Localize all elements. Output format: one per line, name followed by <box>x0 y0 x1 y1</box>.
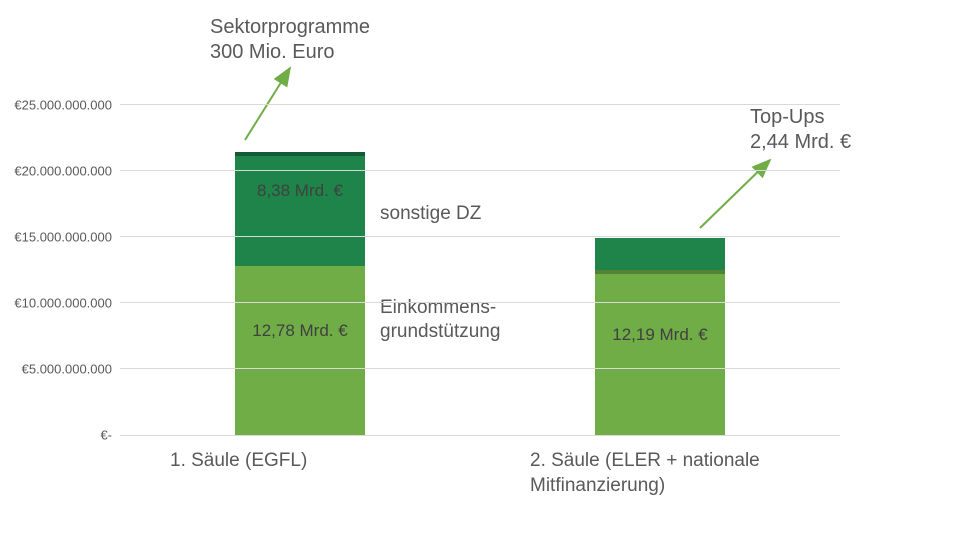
bar-segment-top-ups <box>595 238 725 270</box>
bar-segment-label: 12,78 Mrd. € <box>235 321 365 341</box>
y-axis-tick-label: €10.000.000.000 <box>14 296 120 311</box>
annotation-sektorprogramme: Sektorprogramme 300 Mio. Euro <box>210 15 370 65</box>
y-axis-tick-label: €25.000.000.000 <box>14 98 120 113</box>
bar-segment-label: 12,19 Mrd. € <box>595 325 725 345</box>
annotation-sektorprogramme-line2: 300 Mio. Euro <box>210 41 335 63</box>
y-axis-tick-label: €5.000.000.000 <box>22 362 120 377</box>
bars-layer: 12,78 Mrd. € 8,38 Mrd. € 12,19 Mrd. € <box>120 105 840 435</box>
bar-1: 12,78 Mrd. € 8,38 Mrd. € <box>235 152 365 435</box>
gridline <box>120 170 840 171</box>
chart-stage: Sektorprogramme 300 Mio. Euro Top-Ups 2,… <box>0 0 960 540</box>
bar-segment-sonstige-dz <box>235 156 365 267</box>
bar-2: 12,19 Mrd. € <box>595 238 725 435</box>
gridline <box>120 368 840 369</box>
gridline <box>120 302 840 303</box>
gridline <box>120 104 840 105</box>
bar-segment-sektorprogramme <box>235 152 365 156</box>
bar-segment-label: 8,38 Mrd. € <box>235 181 365 201</box>
y-axis-tick-label: €15.000.000.000 <box>14 230 120 245</box>
gridline <box>120 236 840 237</box>
x-axis-category-label: 2. Säule (ELER + nationale Mitfinanzieru… <box>530 435 790 498</box>
y-axis-tick-label: €- <box>100 428 120 443</box>
y-axis-tick-label: €20.000.000.000 <box>14 164 120 179</box>
x-axis-category-label: 1. Säule (EGFL) <box>170 435 430 474</box>
bar-segment-eler <box>595 274 725 435</box>
plot-area: 12,78 Mrd. €8,38 Mrd. €12,19 Mrd. € €-€5… <box>120 105 840 436</box>
bar-segment-national-cofinance <box>595 270 725 274</box>
bar-segment-einkommensgrundstuetzung <box>235 266 365 435</box>
annotation-sektorprogramme-line1: Sektorprogramme <box>210 16 370 38</box>
